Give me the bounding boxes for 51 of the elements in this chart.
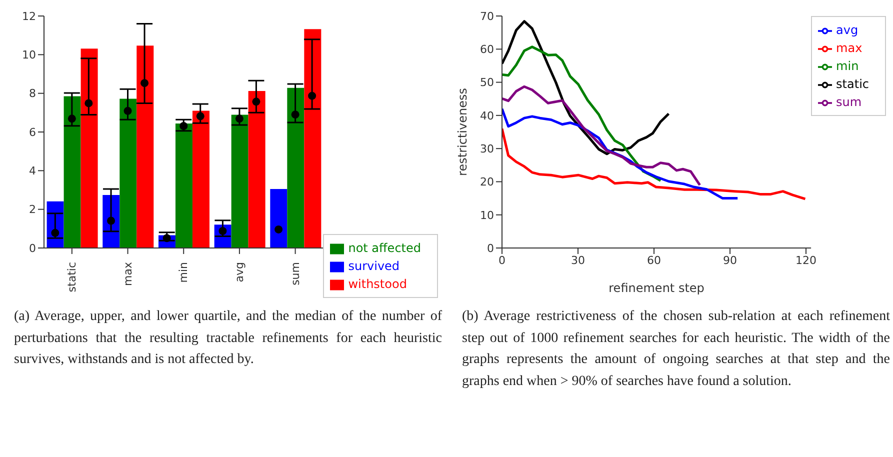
bar	[64, 96, 81, 248]
y-tick-label: 60	[480, 43, 494, 56]
x-tick-label: min	[177, 262, 190, 283]
bar	[304, 29, 322, 248]
legend-label: sum	[836, 95, 862, 109]
y-tick-label: 50	[480, 76, 494, 90]
y-tick-label: 2	[29, 203, 36, 216]
bar	[287, 88, 304, 248]
y-tick-label: 20	[480, 176, 494, 189]
x-tick-label: sum	[288, 262, 302, 286]
legend-label: min	[836, 59, 859, 73]
x-tick-label: 0	[498, 254, 506, 267]
y-tick-label: 12	[22, 10, 36, 23]
bar	[270, 189, 288, 248]
text: (b) Average restrictiveness of the chosen sub-relation at each refinement step out of 1000 refinement searches for each heuristic. The width of the graphs represents the amount of ongoing searches at that step and the graphs end when > 90% of searches have found a solution.	[461, 308, 891, 392]
legend-label: withstood	[348, 277, 407, 291]
legend-label: survived	[348, 259, 400, 273]
bar	[175, 123, 192, 248]
y-axis-title: restrictiveness	[455, 88, 470, 176]
y-tick-label: 40	[480, 109, 494, 122]
y-tick-label: 4	[29, 164, 36, 178]
y-tick-label: 8	[29, 87, 36, 100]
y-tick-label: 6	[29, 126, 36, 139]
y-tick-label: 0	[29, 242, 36, 255]
bar	[248, 91, 266, 248]
bar	[192, 110, 210, 248]
x-axis-title: refinement step	[608, 281, 704, 295]
legend-label: static	[836, 77, 869, 91]
x-tick-label: avg	[232, 262, 246, 282]
x-tick-label: 90	[722, 254, 737, 267]
line-series	[502, 85, 702, 186]
bar	[80, 48, 98, 248]
bar	[231, 114, 248, 248]
y-tick-label: 30	[480, 142, 494, 156]
legend-label: max	[836, 41, 862, 55]
y-tick-label: 10	[480, 208, 494, 222]
bar	[120, 98, 137, 248]
x-tick-label: 120	[795, 254, 816, 267]
y-tick-label: 70	[480, 10, 494, 23]
y-tick-label: 0	[487, 242, 494, 255]
bar	[136, 46, 154, 248]
text: (a) Average, upper, and lower quartile, and the median of the number of perturbations that the resulting tractable refinements for each heuristic survives, withstands and is not affected by.	[13, 308, 443, 370]
x-tick-label: 30	[570, 254, 585, 267]
legend-label: not affected	[348, 241, 421, 255]
x-tick-label: max	[121, 262, 134, 286]
line-series	[502, 127, 806, 200]
legend-label: avg	[836, 23, 858, 37]
line-series	[502, 20, 670, 156]
x-tick-label: static	[65, 262, 78, 292]
x-tick-label: 60	[646, 254, 661, 267]
y-tick-label: 10	[22, 48, 36, 62]
